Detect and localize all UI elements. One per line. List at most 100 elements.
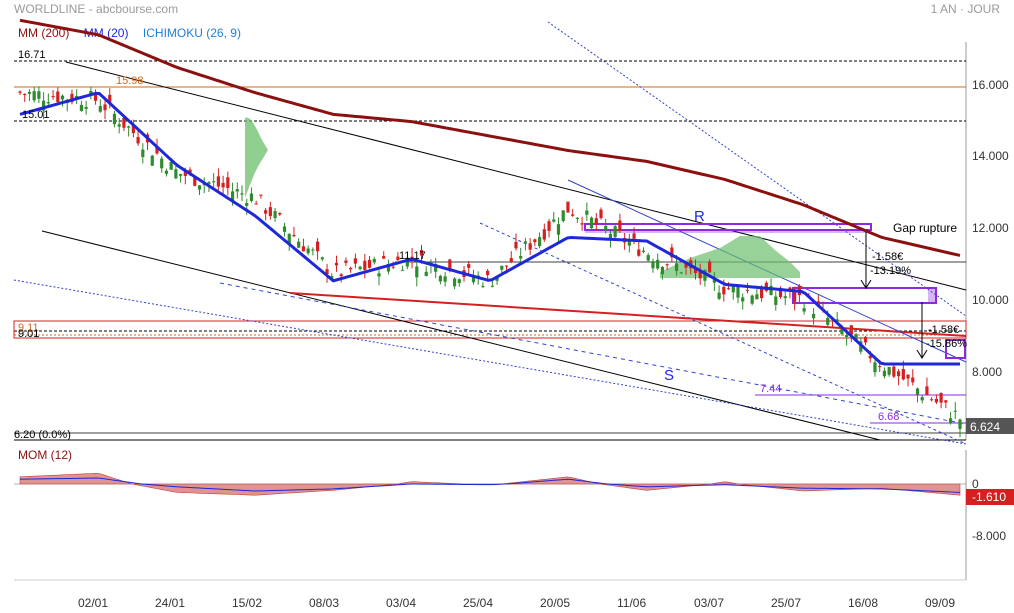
candle — [70, 89, 74, 105]
candle-body — [382, 256, 386, 259]
x-tick-8: 03/07 — [694, 596, 724, 610]
candle-body — [89, 90, 93, 95]
candle-body — [93, 93, 98, 101]
gap2-pct-label: -15.86% — [926, 338, 967, 350]
level-low-label: 6.20 (0.0%) — [14, 429, 71, 441]
candle-body — [259, 194, 263, 196]
level-1598-label: 15.98 — [116, 75, 144, 87]
legend-mm200[interactable]: MM (200) — [18, 26, 70, 40]
candle-body — [911, 377, 915, 383]
candle-body — [377, 273, 381, 277]
legend-mm20[interactable]: MM (20) — [83, 26, 129, 40]
candle-body — [301, 246, 306, 252]
candle-body — [802, 308, 806, 312]
candle-body — [467, 264, 471, 268]
candle-body — [717, 292, 721, 299]
momentum-signal-line — [19, 477, 961, 493]
candle — [424, 266, 428, 277]
candle — [240, 185, 244, 202]
candle-body — [575, 217, 579, 219]
price-tick-12: 12.000 — [972, 221, 1009, 235]
candle — [594, 212, 598, 231]
candle — [580, 216, 584, 231]
candle-body — [42, 100, 46, 111]
candle — [651, 258, 655, 273]
candle-body — [27, 91, 32, 94]
candle-body — [415, 266, 419, 278]
candle-body — [122, 117, 126, 128]
candle — [604, 218, 608, 234]
candle-body — [424, 271, 428, 276]
dotted-lower-channel — [13, 279, 967, 445]
candle-body — [845, 335, 849, 338]
candle — [708, 259, 712, 273]
candle-body — [311, 249, 315, 251]
candle — [712, 271, 716, 292]
x-tick-7: 11/06 — [617, 596, 646, 610]
candle — [457, 278, 461, 287]
candle — [23, 93, 27, 103]
candle-body — [273, 211, 277, 219]
candle — [755, 288, 759, 300]
candle-body — [528, 243, 532, 250]
upper-trendline — [65, 61, 967, 291]
candle-body — [665, 264, 669, 266]
candle-body — [292, 235, 296, 237]
candle — [452, 277, 457, 290]
candle-body — [287, 233, 291, 245]
level-744-label: 7.44 — [760, 383, 781, 395]
candle-body — [533, 239, 537, 243]
x-tick-3: 08/03 — [309, 596, 339, 610]
candle-body — [396, 256, 400, 261]
candle-body — [674, 263, 679, 271]
dotted-upper-channel — [547, 21, 967, 317]
candle-body — [736, 286, 740, 298]
candle-body — [98, 105, 102, 112]
candle — [434, 257, 438, 279]
candle — [377, 270, 381, 286]
candle-body — [75, 96, 79, 99]
candle-body — [571, 214, 575, 216]
candle-body — [37, 91, 41, 99]
candle — [349, 266, 353, 273]
candle-body — [537, 237, 542, 247]
candle-body — [325, 269, 329, 275]
dashed-support — [219, 282, 967, 425]
candle-body — [679, 272, 683, 274]
candle — [268, 201, 272, 220]
candle-body — [490, 285, 494, 287]
candle-body — [240, 193, 244, 195]
candle-body — [684, 264, 688, 268]
candle-body — [514, 241, 518, 249]
last-price-label: 6.624 — [970, 420, 1000, 434]
candle — [750, 294, 754, 306]
legend-ichimoku[interactable]: ICHIMOKU (26, 9) — [142, 26, 241, 40]
candle-body — [901, 369, 905, 380]
candle — [344, 257, 348, 266]
candle — [571, 208, 575, 217]
candle — [174, 165, 178, 180]
candle — [925, 377, 929, 396]
label-r: R — [694, 208, 705, 225]
candle — [467, 260, 471, 275]
candle — [18, 90, 22, 96]
candle — [863, 336, 868, 346]
last-price-box — [966, 418, 1014, 434]
momentum-title: MOM (12) — [18, 448, 72, 462]
candle-body — [925, 386, 929, 396]
gap1-arrow-head — [860, 279, 872, 289]
candle — [60, 94, 65, 107]
candle — [197, 185, 202, 195]
candle-body — [372, 258, 376, 263]
candle — [627, 233, 631, 253]
candle — [131, 119, 135, 138]
candle — [315, 238, 320, 260]
candle — [46, 93, 50, 106]
candle — [774, 291, 778, 311]
candle — [401, 265, 405, 271]
candle — [618, 213, 622, 233]
candle-body — [127, 126, 131, 128]
candle-body — [783, 296, 787, 299]
candle-body — [594, 218, 598, 224]
